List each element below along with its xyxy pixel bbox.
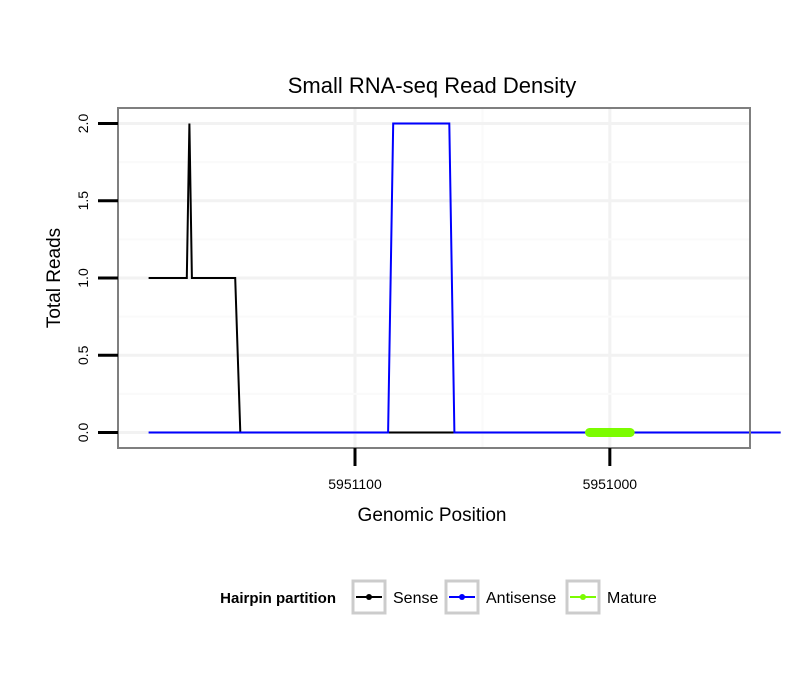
y-axis-label: Total Reads xyxy=(44,228,65,328)
chart-title: Small RNA-seq Read Density xyxy=(288,73,577,98)
series-layer xyxy=(148,122,781,437)
legend-label-sense: Sense xyxy=(393,590,438,607)
y-tick-label: 1.0 xyxy=(75,268,91,288)
axes: 0.0 0.5 1.0 1.5 2.0 5951100 5951000 xyxy=(75,114,637,492)
y-tick-label: 0.5 xyxy=(75,345,91,365)
legend-key-point xyxy=(580,594,586,600)
legend-title: Hairpin partition xyxy=(220,590,336,607)
y-tick-label: 1.5 xyxy=(75,191,91,211)
y-tick-label: 2.0 xyxy=(75,114,91,134)
y-tick-label: 0.0 xyxy=(75,423,91,443)
legend-key-point xyxy=(459,594,465,600)
legend-label-antisense: Antisense xyxy=(486,590,556,607)
legend: Hairpin partition Sense Antisense Mature xyxy=(220,579,657,615)
legend-label-mature: Mature xyxy=(607,590,657,607)
x-tick-label: 5951000 xyxy=(583,476,638,492)
series-line-antisense xyxy=(148,122,781,434)
x-axis-label: Genomic Position xyxy=(358,505,507,526)
legend-key-point xyxy=(366,594,372,600)
x-tick-label: 5951100 xyxy=(328,476,382,492)
